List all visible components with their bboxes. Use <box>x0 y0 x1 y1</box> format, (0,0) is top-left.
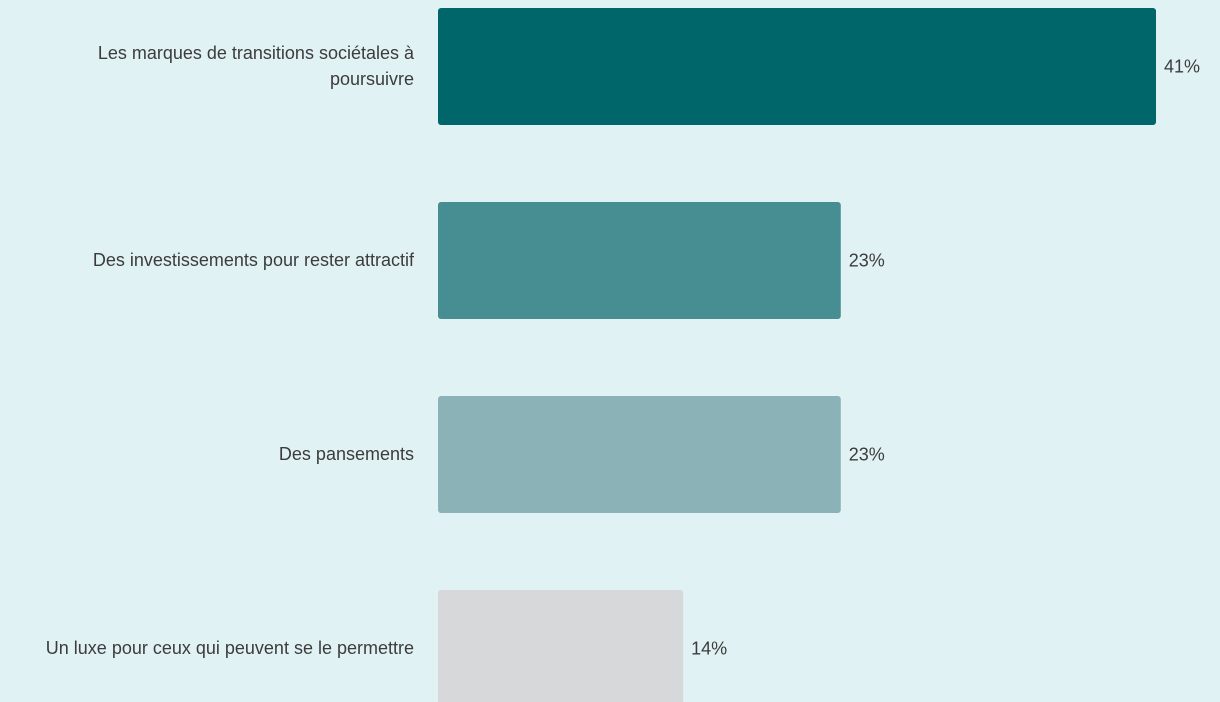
value-label-3: 14% <box>691 639 727 659</box>
value-label-1: 23% <box>849 251 885 271</box>
bar-0 <box>438 8 1156 125</box>
category-label-1: Des investissements pour rester attracti… <box>92 250 414 270</box>
value-labels-group: 41% 23% 23% 14% <box>691 57 1200 659</box>
bar-2 <box>438 396 841 513</box>
category-label-3: Un luxe pour ceux qui peuvent se le perm… <box>45 638 414 658</box>
bar-1 <box>438 202 841 319</box>
bar-3 <box>438 590 684 702</box>
bars-group <box>438 8 1156 702</box>
value-label-0: 41% <box>1164 57 1200 77</box>
value-label-2: 23% <box>849 445 885 465</box>
category-label-2: Des pansements <box>278 444 414 464</box>
category-label-0: Les marques de transitions sociétales à … <box>97 43 414 89</box>
